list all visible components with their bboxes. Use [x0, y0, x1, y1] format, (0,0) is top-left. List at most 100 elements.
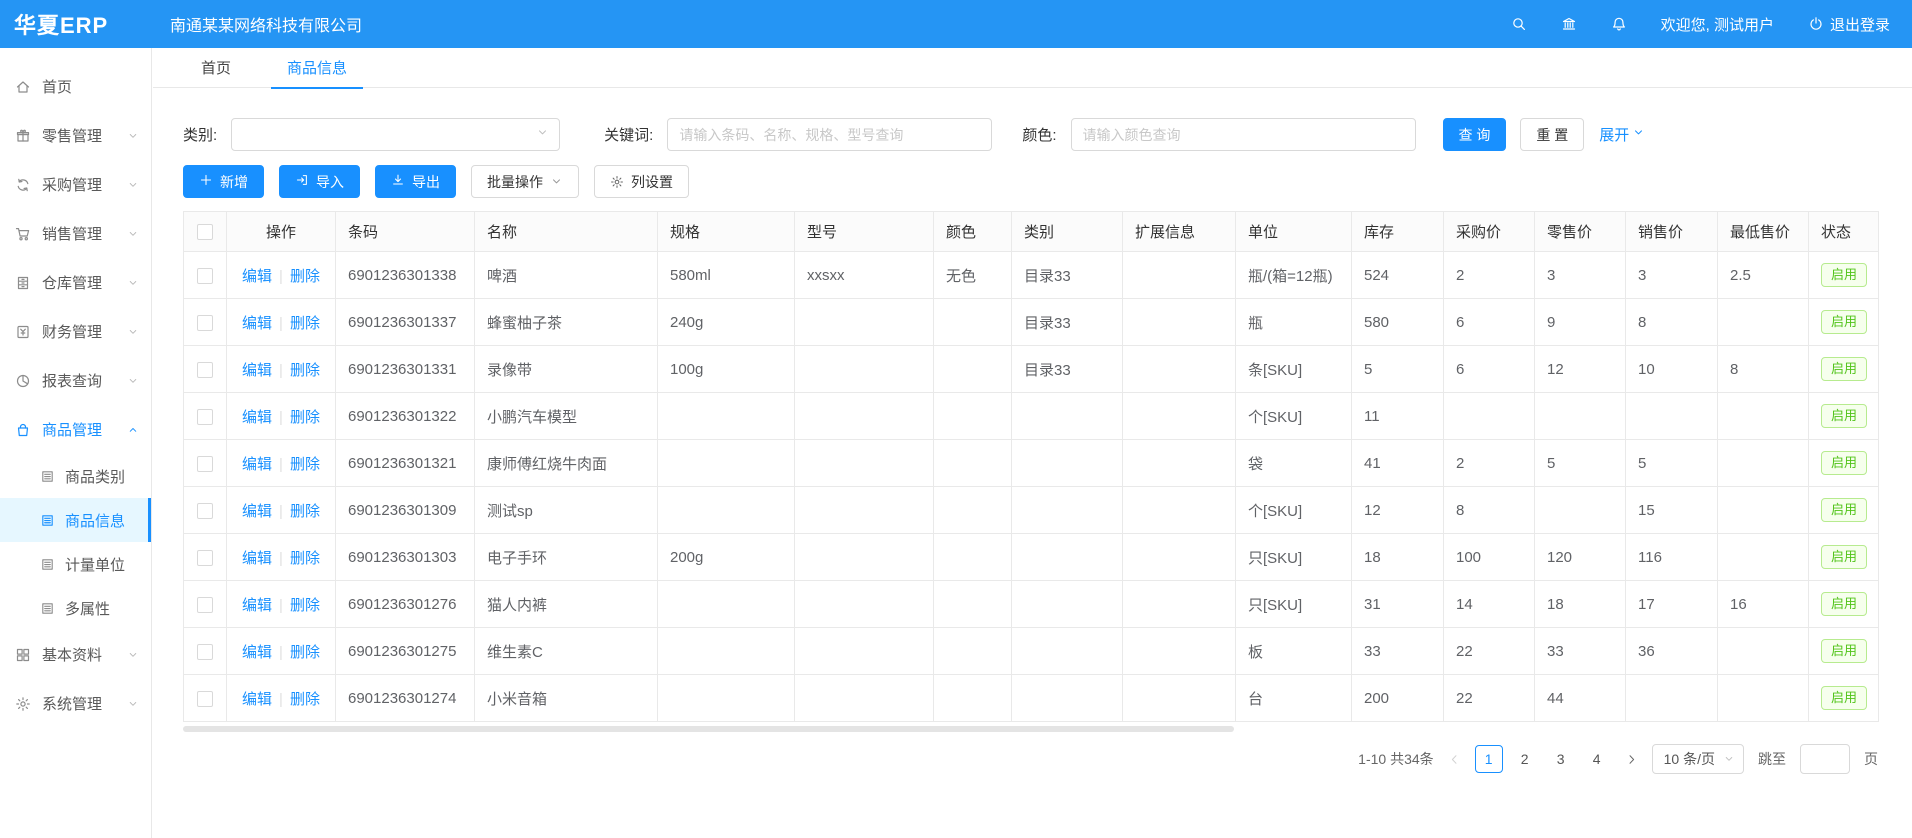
column-settings-button[interactable]: 列设置 [594, 165, 689, 198]
row-checkbox[interactable] [197, 408, 213, 425]
add-button[interactable]: 新增 [183, 165, 264, 198]
page-button-1[interactable]: 1 [1474, 745, 1503, 773]
company-name: 南通某某网络科技有限公司 [170, 18, 363, 35]
edit-link[interactable]: 编辑 [242, 314, 273, 332]
row-select-cell [183, 533, 227, 581]
cell-model [794, 392, 934, 440]
tab-0[interactable]: 首页 [185, 48, 247, 88]
tab-1[interactable]: 商品信息 [271, 48, 364, 89]
cell-name: 测试sp [474, 486, 658, 534]
sidebar-item-2[interactable]: 采购管理 [0, 160, 151, 209]
row-checkbox[interactable] [197, 549, 213, 566]
row-checkbox[interactable] [197, 361, 213, 378]
reset-button[interactable]: 重 置 [1520, 118, 1585, 151]
prev-page-button[interactable] [1448, 753, 1461, 766]
next-page-button[interactable] [1625, 753, 1638, 766]
cell-purchase: 6 [1443, 345, 1535, 393]
sidebar-item-0[interactable]: 首页 [0, 62, 151, 111]
top-header: 华夏ERP 南通某某网络科技有限公司 欢迎您, 测试用户 退出登录 [0, 0, 1912, 48]
delete-link[interactable]: 删除 [289, 314, 320, 332]
cell-model [794, 580, 934, 628]
row-checkbox[interactable] [197, 690, 213, 707]
category-select[interactable] [231, 118, 561, 151]
color-input[interactable] [1070, 118, 1416, 151]
delete-link[interactable]: 删除 [289, 690, 320, 708]
sidebar-subitem-3[interactable]: 多属性 [0, 586, 151, 630]
col-header: 型号 [794, 211, 934, 252]
scrollbar-thumb[interactable] [183, 726, 1234, 732]
edit-link[interactable]: 编辑 [242, 267, 273, 285]
bank-icon[interactable] [1561, 16, 1577, 32]
bell-icon[interactable] [1611, 16, 1627, 32]
edit-link[interactable]: 编辑 [242, 643, 273, 661]
cell-ext [1122, 486, 1236, 534]
sidebar-item-3[interactable]: 销售管理 [0, 209, 151, 258]
edit-link[interactable]: 编辑 [242, 549, 273, 567]
cell-model [794, 674, 934, 722]
sidebar-subitem-2[interactable]: 计量单位 [0, 542, 151, 586]
cell-model [794, 439, 934, 487]
edit-link[interactable]: 编辑 [242, 455, 273, 473]
table-row: 编辑 | 删除 6901236301322 小鹏汽车模型 个[SKU] 11 启用 [183, 392, 1879, 440]
edit-link[interactable]: 编辑 [242, 596, 273, 614]
expand-link[interactable]: 展开 [1599, 124, 1645, 145]
row-checkbox[interactable] [197, 502, 213, 519]
chevron-down-icon [127, 375, 139, 387]
page-button-2[interactable]: 2 [1511, 745, 1539, 773]
sidebar-item-4[interactable]: 仓库管理 [0, 258, 151, 307]
sidebar-subitem-1[interactable]: 商品信息 [0, 498, 151, 542]
edit-link[interactable]: 编辑 [242, 690, 273, 708]
row-checkbox[interactable] [197, 596, 213, 613]
sidebar-item-8[interactable]: 基本资料 [0, 630, 151, 679]
sidebar-item-6[interactable]: 报表查询 [0, 356, 151, 405]
sidebar-item-7[interactable]: 商品管理 [0, 405, 151, 454]
delete-link[interactable]: 删除 [289, 408, 320, 426]
page-button-4[interactable]: 4 [1583, 745, 1611, 773]
export-button[interactable]: 导出 [375, 165, 456, 198]
sidebar-item-1[interactable]: 零售管理 [0, 111, 151, 160]
logout-button[interactable]: 退出登录 [1808, 14, 1890, 35]
cell-unit: 只[SKU] [1235, 533, 1352, 581]
edit-link[interactable]: 编辑 [242, 502, 273, 520]
jump-page-input[interactable] [1800, 744, 1850, 774]
search-icon[interactable] [1511, 16, 1527, 32]
import-icon [295, 173, 309, 190]
cell-model [794, 533, 934, 581]
sidebar-item-5[interactable]: 财务管理 [0, 307, 151, 356]
delete-link[interactable]: 删除 [289, 596, 320, 614]
page-size-select[interactable]: 10 条/页 [1651, 744, 1744, 774]
cell-ext [1122, 251, 1236, 299]
select-all-checkbox[interactable] [197, 224, 213, 241]
delete-link[interactable]: 删除 [289, 455, 320, 473]
page-button-3[interactable]: 3 [1547, 745, 1575, 773]
delete-link[interactable]: 删除 [289, 643, 320, 661]
search-button[interactable]: 查 询 [1442, 118, 1507, 151]
cell-status: 启用 [1808, 580, 1879, 628]
import-button[interactable]: 导入 [279, 165, 360, 198]
delete-link[interactable]: 删除 [289, 361, 320, 379]
sidebar-subitem-0[interactable]: 商品类别 [0, 454, 151, 498]
cell-ext [1122, 392, 1236, 440]
cell-purchase: 100 [1443, 533, 1535, 581]
row-checkbox[interactable] [197, 643, 213, 660]
row-checkbox[interactable] [197, 267, 213, 284]
batch-actions-button[interactable]: 批量操作 [471, 165, 579, 198]
table-row: 编辑 | 删除 6901236301274 小米音箱 台 200 22 44 启用 [183, 674, 1879, 722]
status-badge: 启用 [1821, 498, 1868, 522]
delete-link[interactable]: 删除 [289, 549, 320, 567]
horizontal-scrollbar[interactable] [183, 726, 1878, 732]
row-checkbox[interactable] [197, 455, 213, 472]
edit-link[interactable]: 编辑 [242, 408, 273, 426]
cell-name: 康师傅红烧牛肉面 [474, 439, 658, 487]
cell-spec [657, 439, 795, 487]
status-badge: 启用 [1821, 263, 1868, 287]
sidebar-item-9[interactable]: 系统管理 [0, 679, 151, 728]
table-row: 编辑 | 删除 6901236301275 维生素C 板 33 22 33 36 启用 [183, 627, 1879, 675]
delete-link[interactable]: 删除 [289, 502, 320, 520]
row-checkbox[interactable] [197, 314, 213, 331]
edit-link[interactable]: 编辑 [242, 361, 273, 379]
delete-link[interactable]: 删除 [289, 267, 320, 285]
keyword-input[interactable] [667, 118, 993, 151]
sidebar-item-label: 首页 [42, 79, 73, 96]
cell-min [1717, 533, 1809, 581]
